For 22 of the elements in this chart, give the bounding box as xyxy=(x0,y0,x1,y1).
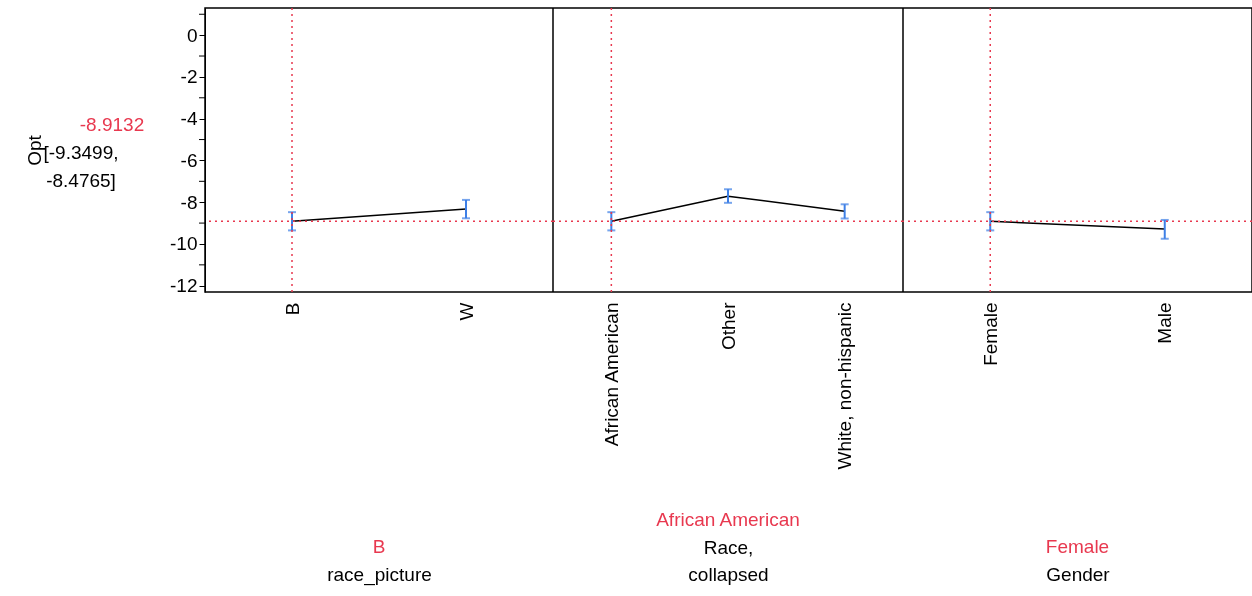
x-tick-label: W xyxy=(455,302,477,321)
x-tick-label: White, non-hispanic xyxy=(834,302,856,470)
y-tick-label: 0 xyxy=(186,24,198,46)
x-axis-title: Race, collapsed xyxy=(688,536,769,585)
ref-line-label: B xyxy=(372,536,386,557)
x-tick-label: African American xyxy=(600,302,622,447)
x-tick-label: B xyxy=(281,302,303,316)
x-tick-label: Female xyxy=(979,302,1001,366)
y-tick-label: -4 xyxy=(180,108,198,130)
x-tick-label: Other xyxy=(717,301,739,351)
ref-line-label: African American xyxy=(656,509,800,530)
y-tick-label: -2 xyxy=(180,66,198,88)
y-tick-label: -10 xyxy=(170,233,198,255)
x-tick-label: Male xyxy=(1154,302,1176,344)
ref-line-label: -8.9132 xyxy=(79,114,145,135)
x-axis-title: Gender xyxy=(1046,563,1111,585)
y-tick-label: -8 xyxy=(180,191,198,213)
x-axis-title: race_picture xyxy=(327,563,432,586)
y-tick-label: -12 xyxy=(170,275,198,297)
ref-line-label: Female xyxy=(1045,536,1110,557)
y-tick-label: -6 xyxy=(180,149,198,171)
y-axis-title: Opt xyxy=(24,134,46,166)
